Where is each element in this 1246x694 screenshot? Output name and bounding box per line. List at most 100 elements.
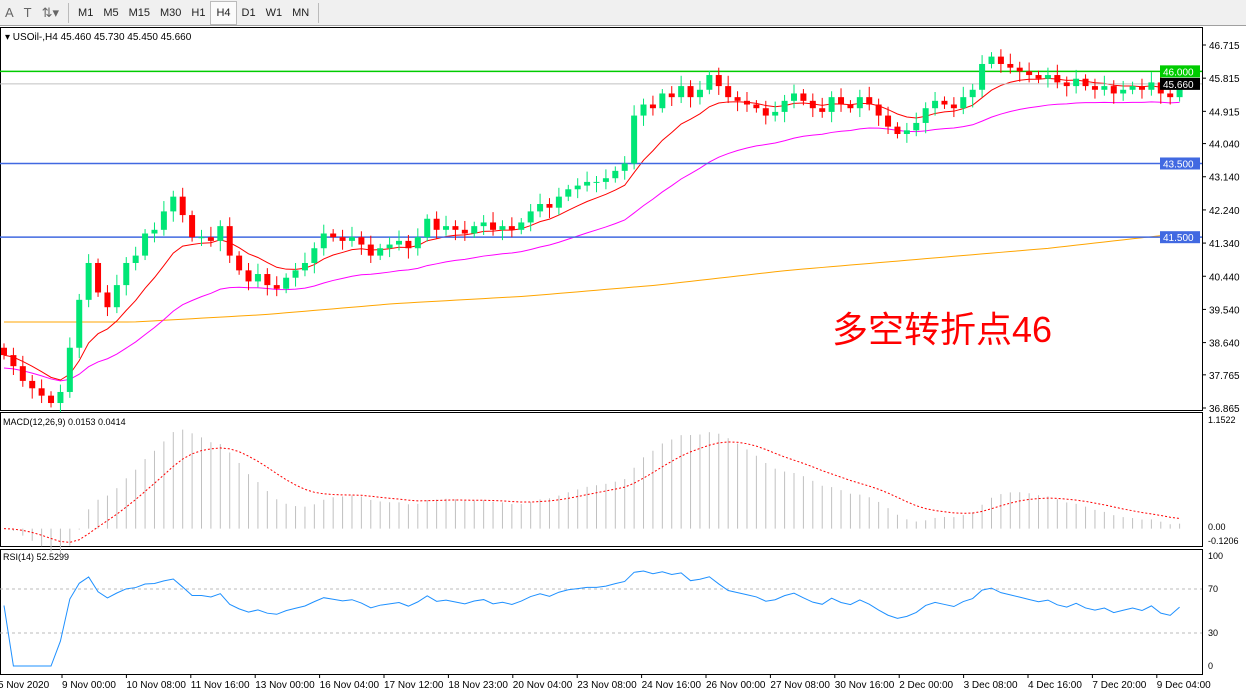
candle-body: [508, 226, 515, 230]
candle-body: [396, 240, 402, 245]
candle-body: [424, 218, 431, 238]
candle-body: [762, 108, 769, 116]
time-tick-label: 5 Nov 2020: [0, 680, 50, 691]
candle-body: [969, 89, 976, 98]
candle-body: [499, 226, 506, 230]
timeframe-w1-button[interactable]: W1: [265, 6, 283, 19]
candle-body: [57, 391, 64, 404]
candle: [386, 237, 393, 258]
candle-body: [367, 244, 374, 256]
candle-body: [19, 366, 26, 381]
toolbar-separator: [68, 2, 70, 23]
macd-tick-label: 0.00: [1208, 522, 1226, 532]
time-tick-label: 11 Nov 16:00: [191, 680, 250, 691]
candle: [264, 268, 271, 296]
timeframe-mn-button[interactable]: MN: [292, 6, 310, 19]
time-tick-label: 20 Nov 04:00: [513, 680, 573, 691]
candle-body: [95, 262, 102, 293]
candle: [377, 243, 384, 261]
candle: [151, 222, 158, 243]
candle: [1082, 74, 1089, 91]
candle-body: [1138, 86, 1145, 90]
candle: [19, 355, 26, 387]
candle: [443, 215, 450, 236]
ma-mid-line: [3, 101, 1180, 382]
text-tool-icon[interactable]: A: [5, 5, 14, 20]
rsi-label: RSI(14) 52.5299: [3, 552, 69, 562]
candle: [29, 375, 36, 399]
candle: [640, 98, 647, 126]
candle: [132, 246, 139, 271]
candle: [678, 75, 685, 104]
candle-body: [480, 222, 487, 227]
candle-body: [10, 355, 17, 367]
candle: [461, 220, 468, 241]
candle-body: [377, 248, 384, 256]
candle-body: [1148, 82, 1155, 90]
timeframe-m1-button[interactable]: M1: [78, 6, 94, 19]
candle: [696, 80, 703, 105]
timeframe-d1-button[interactable]: D1: [241, 6, 256, 19]
candle: [1016, 61, 1023, 82]
text-label-icon[interactable]: T: [23, 5, 32, 20]
time-tick-label: 16 Nov 04:00: [320, 680, 380, 691]
candle-body: [819, 108, 826, 112]
candle: [527, 204, 534, 232]
current-price-label: 45.660: [1163, 80, 1194, 91]
candle: [104, 285, 111, 317]
candle-body: [207, 237, 214, 241]
chart-window[interactable]: 46.715 45.815 44.915 44.040 43.140 42.240 41.3…: [0, 26, 1246, 694]
candle-body: [856, 97, 863, 109]
candle: [856, 89, 863, 118]
candle-body: [1007, 63, 1014, 68]
candle-body: [405, 240, 412, 249]
candle: [546, 198, 553, 219]
candle-body: [593, 181, 600, 183]
candle-body: [781, 100, 788, 112]
candle-body: [1101, 86, 1108, 90]
candle: [1054, 64, 1061, 89]
candle: [1129, 81, 1136, 95]
candle-body: [979, 63, 986, 90]
candle-body: [226, 226, 233, 256]
candle: [828, 91, 835, 123]
candle-body: [734, 97, 741, 101]
candle-body: [1016, 67, 1023, 72]
candle-body: [537, 204, 544, 212]
timeframe-h1-button[interactable]: H1: [191, 6, 206, 19]
timeframe-h4-button[interactable]: H4: [210, 0, 237, 25]
candle-body: [471, 226, 478, 234]
candle-body: [715, 75, 722, 87]
candle: [292, 262, 299, 287]
candle-body: [565, 189, 572, 197]
candle: [847, 100, 854, 113]
candle-body: [292, 270, 299, 278]
candle-body: [960, 97, 967, 109]
candle-body: [1026, 71, 1033, 76]
candle-body: [743, 100, 750, 105]
timeframe-m5-button[interactable]: M5: [103, 6, 119, 19]
arrows-dropdown-icon[interactable]: ⇅▾: [41, 4, 60, 20]
timeframe-m30-button[interactable]: M30: [160, 6, 182, 19]
candle: [217, 220, 224, 252]
timeframe-m15-button[interactable]: M15: [128, 6, 151, 19]
candle: [894, 122, 901, 139]
candle: [320, 224, 327, 256]
candle-body: [922, 108, 929, 123]
candle-body: [1167, 93, 1174, 98]
candle: [819, 97, 826, 118]
candle: [433, 211, 440, 239]
candle: [508, 217, 515, 238]
candle: [706, 70, 713, 95]
candle-body: [151, 229, 158, 234]
time-tick-label: 27 Nov 08:00: [770, 680, 830, 691]
candle-body: [1054, 75, 1061, 83]
macd-label: MACD(12,26,9) 0.0153 0.0414: [3, 417, 126, 427]
candle-body: [1073, 78, 1080, 87]
candle-body: [452, 226, 459, 230]
candle: [283, 273, 290, 294]
rsi-tick-label: 0: [1208, 661, 1213, 671]
price-tick-label: 43.140: [1209, 173, 1240, 184]
chart-header: ▾ USOil-,H4 45.460 45.730 45.450 45.660: [5, 32, 192, 43]
time-tick-label: 2 Dec 00:00: [899, 680, 953, 691]
